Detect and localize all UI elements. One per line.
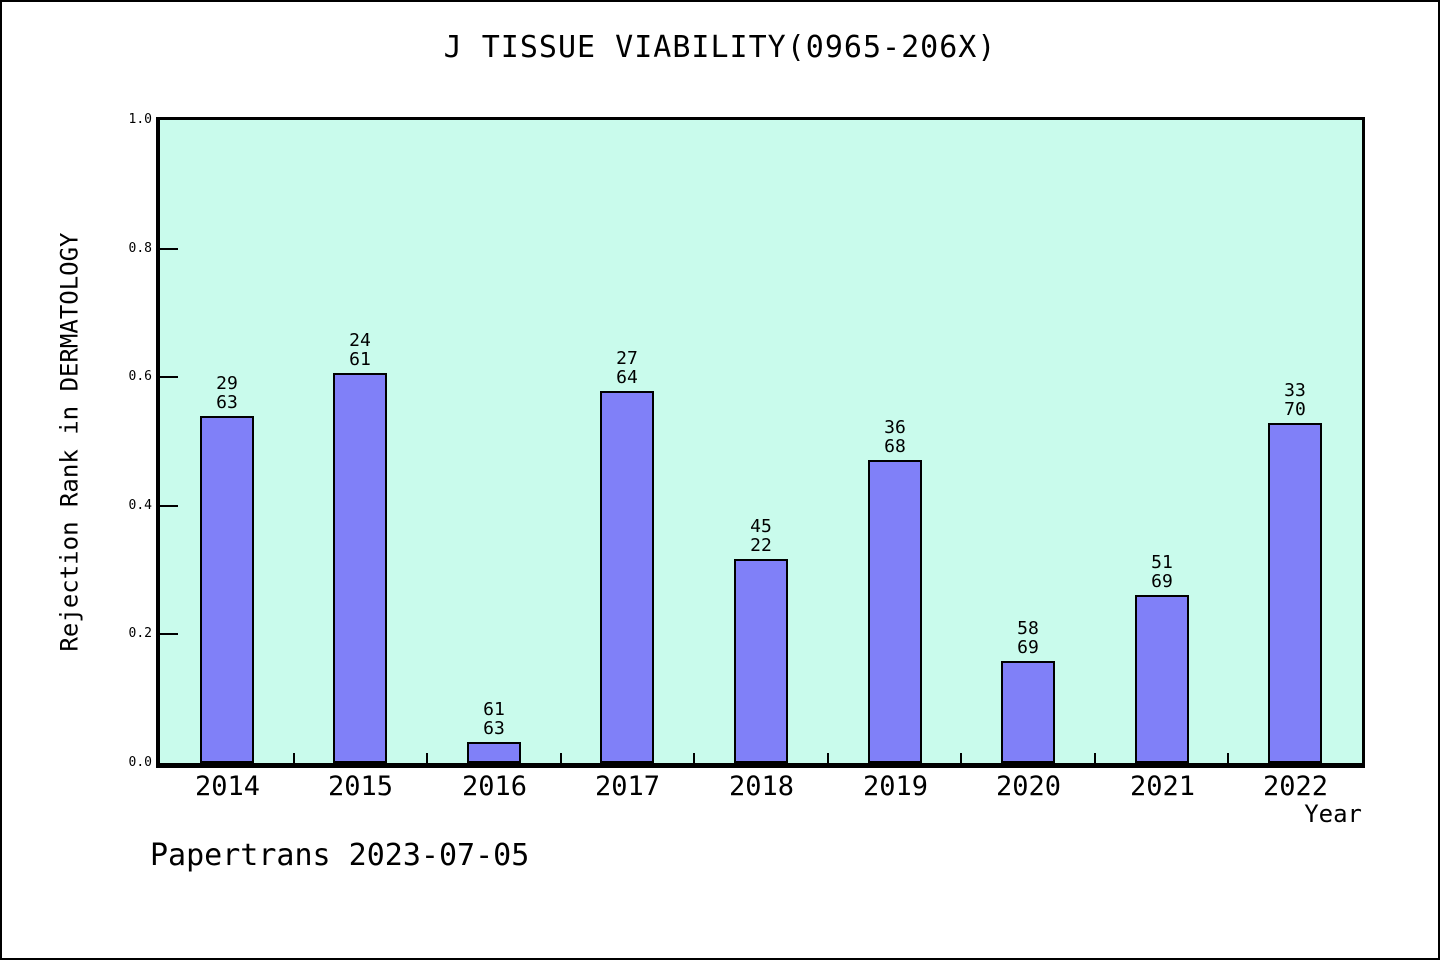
bar-value-label: 45 22 (716, 517, 806, 555)
y-tick-label: 0.6 (128, 369, 152, 384)
bar-value-top: 51 (1151, 552, 1173, 573)
bar-value-bottom: 64 (616, 367, 638, 388)
x-axis-label: Year (1304, 800, 1362, 828)
y-tick-mark (160, 633, 178, 635)
x-tick-mark (827, 753, 829, 763)
y-tick-mark (160, 505, 178, 507)
bar (600, 391, 654, 763)
bar-value-top: 27 (616, 348, 638, 369)
y-tick-mark (160, 376, 178, 378)
bar-value-label: 24 61 (315, 331, 405, 369)
bar-value-label: 27 64 (582, 349, 672, 387)
bar-value-label: 29 63 (182, 374, 272, 412)
bar-value-bottom: 69 (1151, 571, 1173, 592)
x-category-label: 2018 (728, 771, 795, 802)
bar-value-top: 24 (349, 330, 371, 351)
y-tick-label: 1.0 (128, 112, 152, 127)
bar (1135, 595, 1189, 763)
y-tick-label: 0.8 (128, 241, 152, 256)
x-tick-mark (693, 753, 695, 763)
x-category-label: 2016 (461, 771, 528, 802)
y-axis-label: Rejection Rank in DERMATOLOGY (56, 231, 84, 652)
bar (467, 742, 521, 763)
y-axis-label-box: Rejection Rank in DERMATOLOGY (46, 120, 94, 763)
bar-value-bottom: 69 (1017, 637, 1039, 658)
bar-value-top: 58 (1017, 618, 1039, 639)
bar-value-top: 33 (1284, 380, 1306, 401)
x-tick-mark (293, 753, 295, 763)
bar (734, 559, 788, 763)
bar-value-top: 45 (750, 516, 772, 537)
y-tick-mark (160, 248, 178, 250)
x-tick-mark (1227, 753, 1229, 763)
x-tick-mark (1094, 753, 1096, 763)
x-tick-mark (426, 753, 428, 763)
bar-value-label: 51 69 (1117, 553, 1207, 591)
y-tick-label: 0.0 (128, 755, 152, 770)
bar-value-top: 29 (216, 373, 238, 394)
plot-area: 29 63 24 61 61 63 27 64 45 22 36 68 58 69 51 69 33 70 (156, 117, 1365, 768)
bar-value-top: 61 (483, 699, 505, 720)
bar-value-bottom: 63 (216, 392, 238, 413)
bar (333, 373, 387, 763)
x-category-label: 2017 (594, 771, 661, 802)
bar (200, 416, 254, 763)
bar-value-bottom: 61 (349, 349, 371, 370)
bar-value-label: 33 70 (1250, 381, 1340, 419)
x-tick-mark (960, 753, 962, 763)
x-tick-mark (560, 753, 562, 763)
chart-title: J TISSUE VIABILITY(0965-206X) (443, 30, 997, 65)
bar-value-bottom: 22 (750, 535, 772, 556)
bar (1268, 423, 1322, 763)
bar-value-label: 61 63 (449, 700, 539, 738)
x-category-label: 2020 (995, 771, 1062, 802)
bar (868, 460, 922, 763)
bar-value-bottom: 63 (483, 718, 505, 739)
y-tick-label: 0.4 (128, 498, 152, 513)
bar-value-label: 58 69 (983, 619, 1073, 657)
bar-value-bottom: 70 (1284, 399, 1306, 420)
y-tick-label: 0.2 (128, 626, 152, 641)
x-category-label: 2022 (1262, 771, 1329, 802)
bar-value-label: 36 68 (850, 418, 940, 456)
x-category-label: 2014 (194, 771, 261, 802)
bar-value-top: 36 (884, 417, 906, 438)
x-category-label: 2015 (327, 771, 394, 802)
footer-watermark: Papertrans 2023-07-05 (150, 838, 530, 873)
x-category-label: 2021 (1129, 771, 1196, 802)
x-category-label: 2019 (862, 771, 929, 802)
bar-value-bottom: 68 (884, 436, 906, 457)
bar (1001, 661, 1055, 763)
